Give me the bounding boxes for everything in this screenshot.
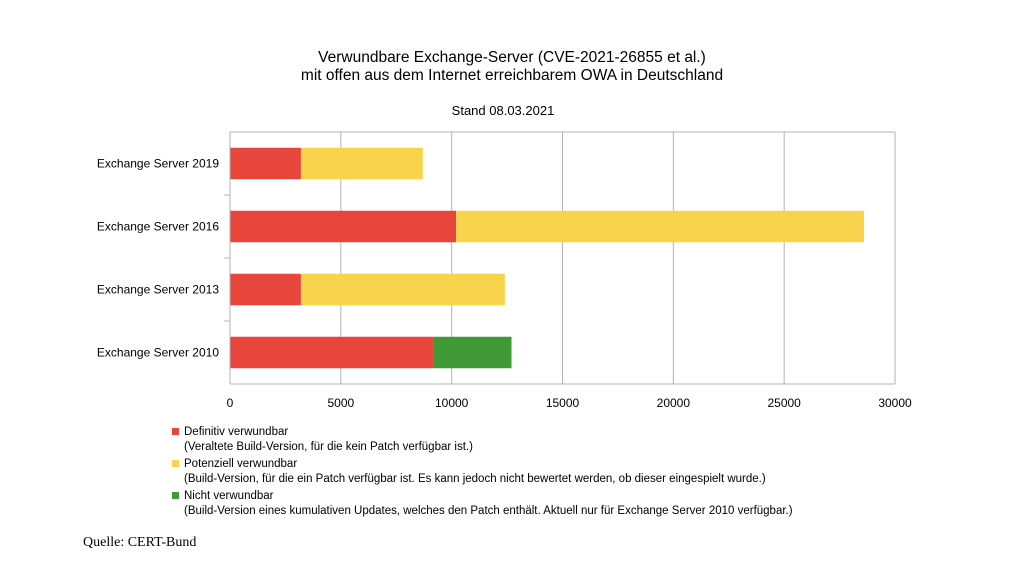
chart-subtitle: Stand 08.03.2021 — [452, 103, 555, 118]
legend-description: (Veraltete Build-Version, für die kein P… — [184, 441, 473, 453]
source-note: Quelle: CERT-Bund — [83, 535, 197, 550]
x-tick-label: 0 — [227, 396, 234, 410]
legend-description: (Build-Version eines kumulativen Updates… — [184, 505, 793, 517]
bar-segment — [300, 273, 505, 306]
y-category-label: Exchange Server 2013 — [97, 283, 219, 297]
legend-label: Definitiv verwundbar — [184, 426, 288, 438]
bar-segment — [456, 210, 864, 243]
legend-label: Potenziell verwundbar — [184, 458, 297, 470]
y-category-label: Exchange Server 2019 — [97, 157, 219, 171]
x-tick-label: 20000 — [657, 396, 691, 410]
legend-label: Nicht verwundbar — [184, 490, 274, 502]
chart-title-line-1: Verwundbare Exchange-Server (CVE-2021-26… — [318, 49, 706, 66]
x-tick-label: 25000 — [767, 396, 801, 410]
axes: 0 5000 10000 15000 20000 25000 30000 Exchange S… — [97, 132, 912, 410]
legend-swatch — [172, 460, 179, 467]
x-tick-label: 15000 — [546, 396, 580, 410]
chart-title-line-2: mit offen aus dem Internet erreichbarem … — [301, 67, 723, 84]
bar-segment — [230, 147, 301, 180]
bars — [230, 147, 864, 369]
bar-segment — [230, 273, 301, 306]
bar-segment — [230, 336, 434, 369]
x-tick-label: 30000 — [878, 396, 912, 410]
legend-swatch — [172, 492, 179, 499]
x-tick-label: 10000 — [435, 396, 469, 410]
y-category-label: Exchange Server 2016 — [97, 220, 219, 234]
legend-swatch — [172, 428, 179, 435]
legend-description: (Build-Version, für die ein Patch verfüg… — [184, 473, 766, 485]
bar-segment — [300, 147, 423, 180]
y-category-label: Exchange Server 2010 — [97, 346, 219, 360]
x-tick-label: 5000 — [327, 396, 354, 410]
legend: Definitiv verwundbar (Veraltete Build-Ver… — [172, 426, 793, 517]
bar-segment — [230, 210, 457, 243]
bar-segment — [433, 336, 512, 369]
